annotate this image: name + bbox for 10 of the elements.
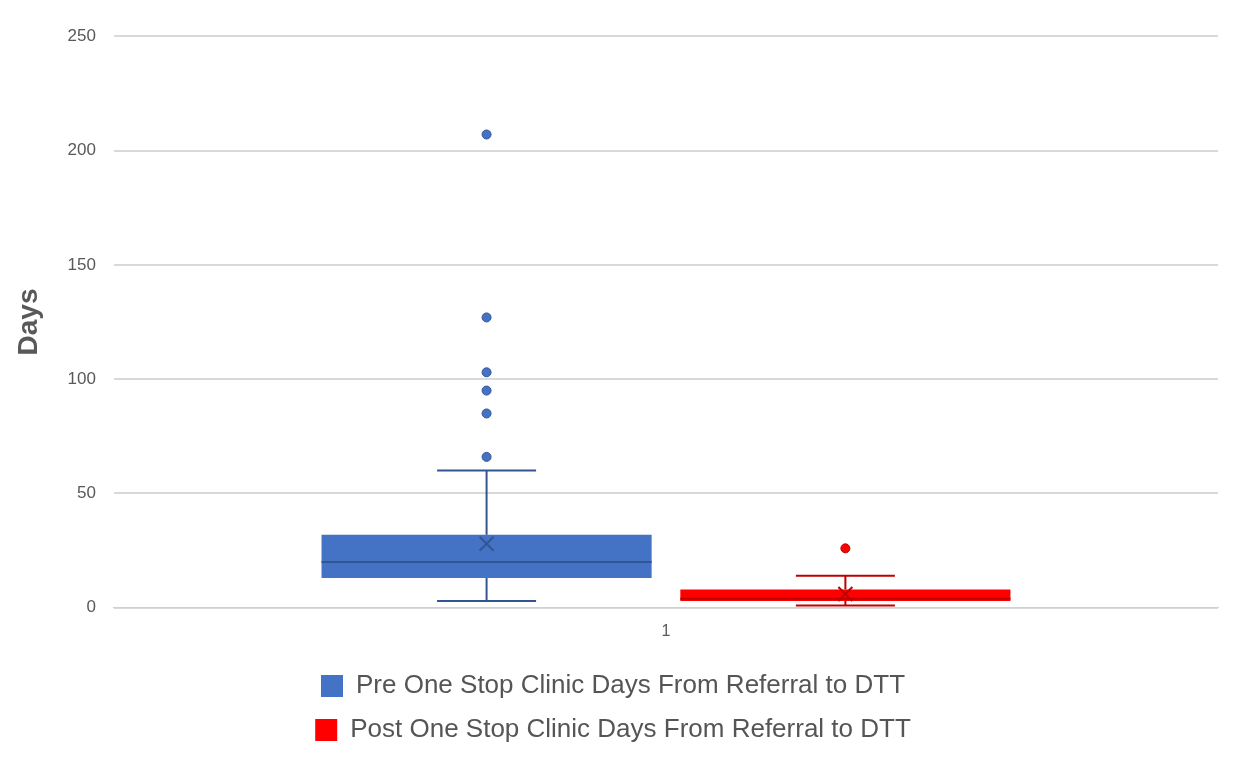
y-tick-label: 150 bbox=[67, 254, 96, 274]
y-axis-title: Days bbox=[11, 288, 43, 356]
y-tick-label: 100 bbox=[67, 368, 96, 388]
legend-label: Pre One Stop Clinic Days From Referral to DTT bbox=[355, 669, 906, 700]
y-tick-label: 50 bbox=[77, 483, 96, 503]
y-tick-label: 200 bbox=[67, 140, 96, 160]
x-tick-label: 1 bbox=[661, 621, 671, 639]
y-tick-label: 250 bbox=[67, 25, 96, 45]
y-tick-label: 0 bbox=[86, 597, 96, 617]
legend-label: Post One Stop Clinic Days From Referral to DTT bbox=[350, 713, 911, 744]
